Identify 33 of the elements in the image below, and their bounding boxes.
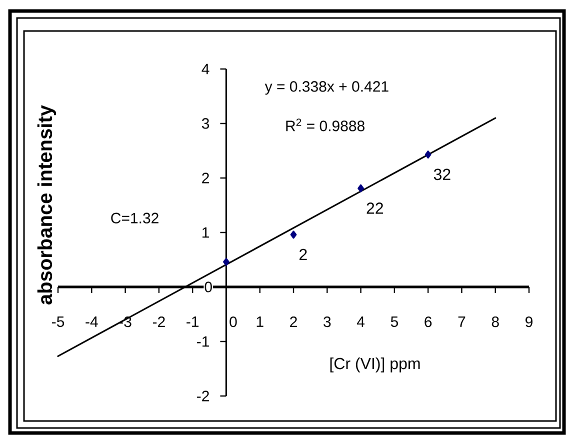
x-tick-label: -2 <box>152 316 165 327</box>
y-tick-label: 1 <box>202 227 209 238</box>
x-tick-label: 6 <box>424 316 432 328</box>
annotation: y = 0.338x + 0.421 <box>264 81 388 95</box>
point <box>424 150 432 159</box>
y-tick-label: 3 <box>202 118 210 129</box>
x-tick-label: 3 <box>324 316 331 328</box>
y-tick-label: 0 <box>204 282 212 292</box>
x-tick-label: -5 <box>52 316 64 327</box>
annotation: 22 <box>366 202 383 214</box>
point <box>290 230 297 239</box>
y-tick-label: -1 <box>197 336 209 347</box>
x-tick-label: 2 <box>290 316 297 327</box>
annotation: C=1.32 <box>111 212 158 224</box>
annotation: R$^{2}$ = 0.9888 <box>286 118 364 132</box>
annotation: 32 <box>434 168 450 180</box>
x-tick-label: 8 <box>492 316 499 328</box>
point <box>358 184 364 192</box>
x-tick-label: 9 <box>526 316 532 328</box>
y-tick-label: 4 <box>202 64 210 74</box>
annotation: 2 <box>300 248 307 260</box>
x-tick-label: 1 <box>256 316 264 327</box>
x-axis-title: [Cr (VI)] ppm <box>330 357 420 372</box>
y-tick-label: -2 <box>197 390 209 402</box>
x-tick-label: 5 <box>390 316 398 327</box>
y-tick-label: 2 <box>202 172 209 184</box>
point <box>223 258 230 266</box>
x-tick-label: 7 <box>458 316 466 327</box>
x-tick-label: 0 <box>230 316 237 328</box>
x-tick-label: -4 <box>86 316 98 327</box>
y-axis-title: absorbance intensity <box>37 105 56 304</box>
x-tick-label: 4 <box>356 316 365 327</box>
x-tick-label: -1 <box>186 316 199 327</box>
